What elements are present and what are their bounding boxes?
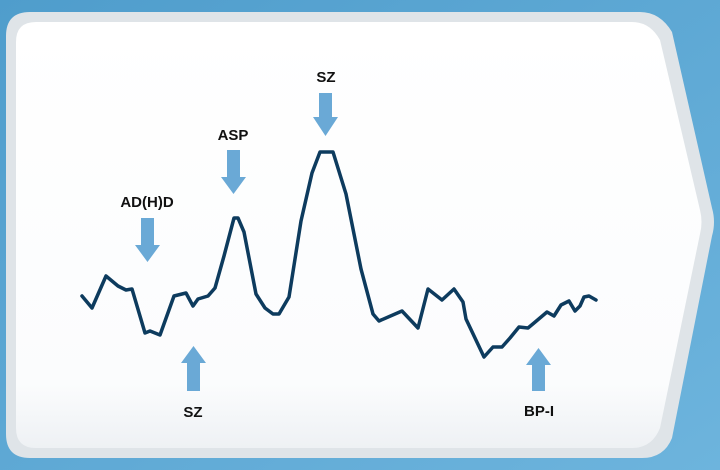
- signal-curve: [80, 150, 598, 359]
- annotation-asp: ASP: [218, 127, 249, 194]
- down-arrow-icon: [141, 218, 154, 248]
- annotation-label: SZ: [316, 69, 335, 86]
- annotation-label: AD(H)D: [120, 194, 173, 211]
- annotation-bp-i: BP-I: [524, 348, 554, 420]
- down-arrow-icon: [319, 93, 332, 120]
- annotation-sz-bottom: SZ: [181, 346, 206, 421]
- annotation-ad-h-d: AD(H)D: [120, 194, 174, 262]
- panel: [16, 22, 702, 448]
- up-arrow-icon: [181, 346, 206, 363]
- up-arrow-icon: [526, 348, 551, 365]
- annotation-sz-top: SZ: [313, 69, 338, 136]
- annotation-label: ASP: [218, 127, 249, 144]
- annotation-label: SZ: [183, 404, 202, 421]
- annotation-label: BP-I: [524, 403, 554, 420]
- down-arrow-icon: [227, 150, 240, 180]
